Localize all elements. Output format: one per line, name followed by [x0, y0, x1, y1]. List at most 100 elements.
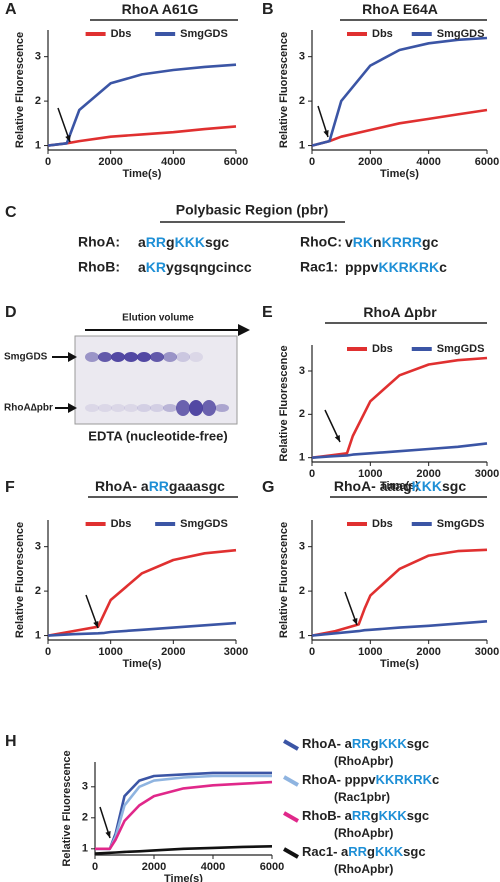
text-part: Dbs: [111, 518, 132, 530]
chart-title: RhoA- aRRgaaasgc: [95, 478, 225, 494]
x-tick-label: 0: [45, 646, 51, 658]
y-tick-label: 1: [299, 452, 305, 464]
gel-band: [85, 404, 99, 412]
text-part: g: [371, 808, 379, 823]
chart-title: RhoA- aaagKKKsgc: [334, 478, 466, 494]
y-axis-label: Relative Fluorescence: [61, 750, 73, 866]
legend-label: RhoB- aRRgKKKsgc: [302, 808, 429, 823]
y-tick-label: 2: [299, 408, 305, 420]
text-part: KKK: [379, 736, 408, 751]
injection-arrowhead: [352, 618, 358, 625]
text-part: RK: [353, 234, 373, 250]
text-part: sgc: [407, 736, 429, 751]
protein-label: RhoA:: [78, 234, 120, 250]
x-axis-label: Time(s): [123, 168, 162, 180]
legend-label: RhoA- pppvKKRKRKc: [302, 772, 439, 787]
legend-label: Rac1- aRRgKKKsgc: [302, 844, 426, 859]
y-tick-label: 2: [299, 95, 305, 107]
legend-swatch: [283, 739, 299, 751]
text-part: Dbs: [372, 343, 393, 355]
y-tick-label: 3: [35, 541, 41, 553]
legend-label: SmgGDS: [437, 28, 485, 40]
text-part: KKRKRK: [378, 259, 439, 275]
y-axis-label: Relative Fluorescence: [278, 32, 290, 148]
text-part: a: [138, 259, 146, 275]
protein-label: RhoC:: [300, 234, 342, 250]
x-axis-label: Time(s): [123, 658, 162, 670]
panel-label: B: [262, 1, 274, 18]
data-line: [311, 108, 488, 147]
text-part: c: [439, 259, 447, 275]
text-part: RR: [348, 844, 367, 859]
x-tick-label: 0: [309, 468, 315, 480]
gel-band: [163, 352, 177, 362]
text-part: SmgGDS: [180, 518, 228, 530]
pbr-sequence: pppvKKRKRKc: [345, 259, 447, 275]
x-axis-label: Time(s): [380, 168, 419, 180]
x-tick-label: 2000: [358, 156, 382, 168]
protein-label: RhoB:: [78, 259, 120, 275]
gel-band: [215, 404, 229, 412]
chart-title: RhoA Δpbr: [363, 304, 437, 320]
data-line: [47, 125, 237, 147]
text-part: g: [166, 234, 175, 250]
y-tick-label: 3: [299, 365, 305, 377]
y-tick-label: 2: [35, 585, 41, 597]
legend-label: Dbs: [372, 518, 393, 530]
text-part: pppv: [345, 259, 379, 275]
injection-arrowhead: [65, 135, 71, 142]
pbr-sequence: vRKnKRRRgc: [345, 234, 439, 250]
y-tick-label: 1: [35, 139, 41, 151]
y-tick-label: 1: [35, 629, 41, 641]
gel-band: [85, 352, 99, 362]
text-part: RhoA E64A: [362, 1, 438, 17]
y-axis-label: Relative Fluorescence: [278, 345, 290, 461]
data-line: [95, 780, 273, 851]
text-part: v: [345, 234, 353, 250]
data-line: [95, 774, 272, 851]
y-tick-label: 1: [82, 843, 88, 855]
panel-label: G: [262, 479, 274, 496]
x-axis-label: Time(s): [380, 480, 419, 492]
gel-band: [98, 352, 112, 362]
x-axis-label: Time(s): [380, 658, 419, 670]
text-part: sgc: [407, 808, 429, 823]
text-part: gaaasgc: [169, 478, 225, 494]
x-tick-label: 0: [309, 156, 315, 168]
x-tick-label: 3000: [475, 646, 499, 658]
y-tick-label: 3: [299, 51, 305, 63]
x-tick-label: 3000: [224, 646, 248, 658]
text-part: sgc: [403, 844, 425, 859]
panel-label: C: [5, 204, 17, 221]
text-part: SmgGDS: [180, 28, 228, 40]
text-part: sgc: [205, 234, 229, 250]
text-part: KKK: [175, 234, 205, 250]
injection-arrowhead: [105, 831, 111, 838]
x-axis-label: Time(s): [164, 873, 203, 882]
text-part: RhoA- a: [95, 478, 149, 494]
gel-band: [111, 404, 125, 412]
x-tick-label: 0: [309, 646, 315, 658]
x-tick-label: 2000: [142, 861, 166, 873]
legend-label: SmgGDS: [437, 343, 485, 355]
legend-swatch: [283, 847, 299, 859]
x-tick-label: 2000: [161, 646, 185, 658]
text-part: KKRKRK: [376, 772, 433, 787]
text-part: Dbs: [111, 28, 132, 40]
gel-band: [98, 404, 112, 412]
panel-label: E: [262, 304, 273, 321]
x-tick-label: 1000: [358, 646, 382, 658]
x-tick-label: 4000: [416, 156, 440, 168]
data-line: [47, 621, 237, 637]
legend-label: Dbs: [372, 343, 393, 355]
gel-bands: [85, 352, 229, 416]
text-part: KKK: [375, 844, 404, 859]
injection-arrowhead: [323, 130, 329, 137]
chart-title: RhoA A61G: [122, 1, 199, 17]
y-tick-label: 2: [82, 812, 88, 824]
band-label: RhoA∆pbr: [4, 403, 53, 414]
gel-band: [189, 352, 203, 362]
text-part: RhoB- a: [302, 808, 353, 823]
gel-axis-label: Elution volume: [122, 313, 194, 324]
text-part: KR: [146, 259, 166, 275]
